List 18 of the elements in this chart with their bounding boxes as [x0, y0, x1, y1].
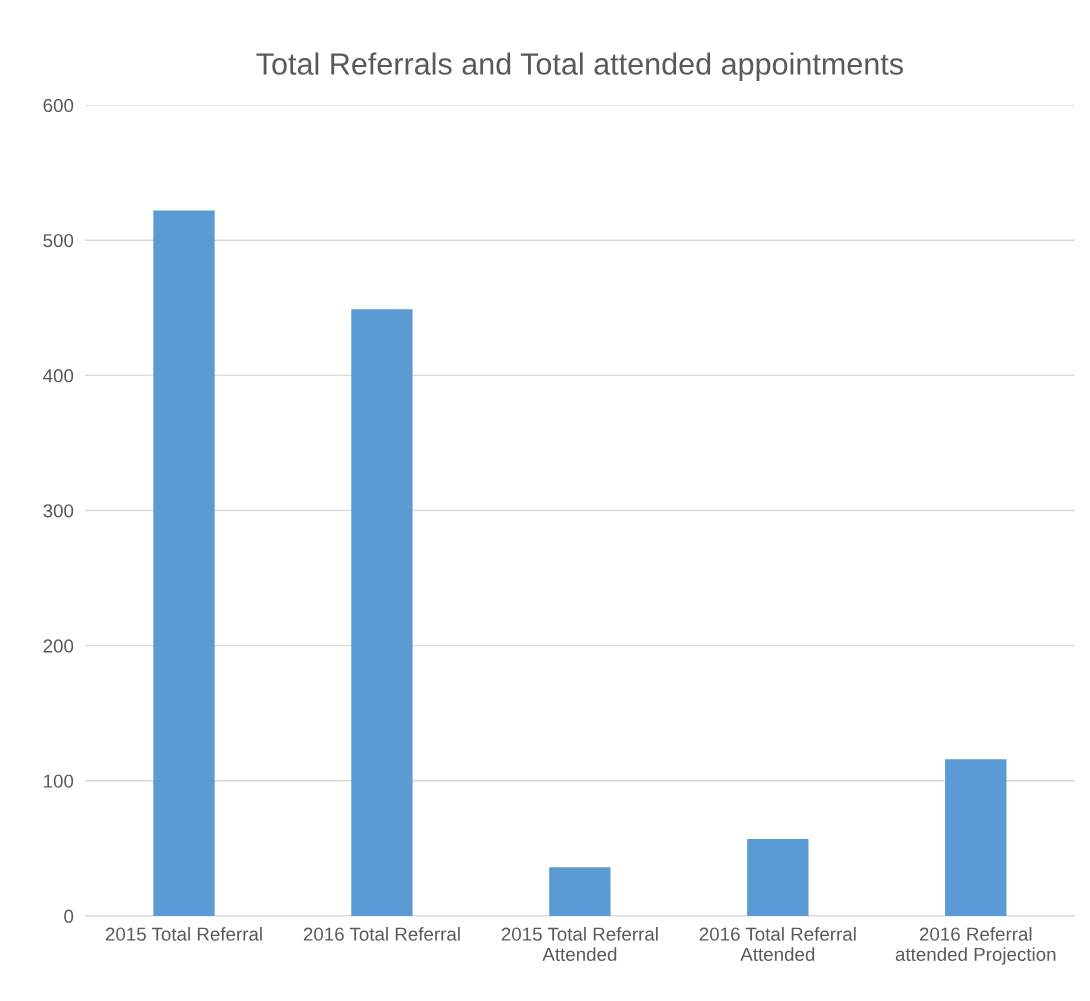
x-tick-label: 2015 Total Referral [105, 927, 262, 941]
x-tick-label: 2016 Referral attended Projection [895, 927, 1056, 965]
y-tick-label: 400 [43, 369, 74, 383]
y-tick-label: 200 [43, 639, 74, 653]
y-tick-label: 0 [64, 909, 74, 923]
y-tick-label: 300 [43, 504, 74, 518]
chart-title: Total Referrals and Total attended appointments [256, 52, 903, 81]
bar [945, 759, 1007, 916]
bar [351, 309, 413, 916]
y-tick-label: 500 [43, 233, 74, 248]
x-tick-label: 2016 Total Referral Attended [699, 927, 856, 961]
bar [153, 210, 215, 916]
y-tick-label: 600 [43, 98, 74, 113]
x-tick-label: 2016 Total Referral [303, 927, 460, 941]
bar [747, 838, 809, 916]
y-tick-label: 100 [44, 774, 74, 788]
bar [549, 867, 611, 916]
x-tick-label: 2015 Total Referral Attended [501, 927, 658, 961]
